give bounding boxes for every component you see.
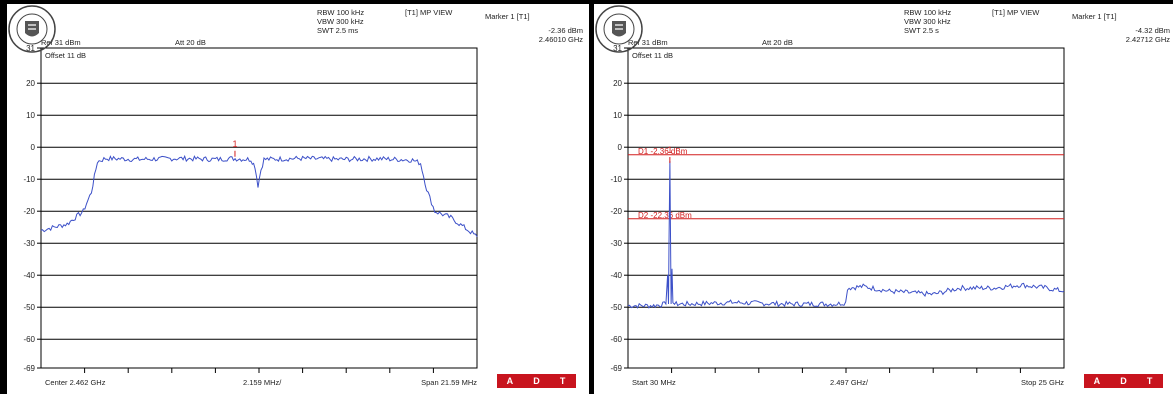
bureau-veritas-seal-icon <box>8 5 56 53</box>
y-tick-label: -10 <box>23 175 35 184</box>
y-tick-label: -40 <box>23 271 35 280</box>
sweep-time: SWT 2.5 s <box>904 26 939 35</box>
marker-label: 1 <box>667 145 672 155</box>
plot-frame <box>40 47 478 369</box>
ref-level: Ref 31 dBm <box>628 38 668 47</box>
y-tick-label: 31 <box>26 44 35 53</box>
y-tick-label: -50 <box>610 303 622 312</box>
trace-line <box>40 154 478 238</box>
y-tick-label: -10 <box>610 175 622 184</box>
y-tick-label: -20 <box>23 207 35 216</box>
spectrum-plot-right: 31 20 10 0 -10 -20 -30 -40 -50 -60 -69 D1 -2.36 dBm… <box>610 44 1065 373</box>
x-right-label: Stop 25 GHz <box>1021 378 1064 387</box>
y-tick-label: -40 <box>610 271 622 280</box>
rbw-setting: RBW 100 kHz <box>317 8 365 17</box>
marker-frequency: 2.42712 GHz <box>1125 35 1170 44</box>
adt-letter-a: A <box>1093 376 1102 386</box>
y-tick-label: -50 <box>23 303 35 312</box>
y-tick-label: -20 <box>610 207 622 216</box>
y-tick-label: 20 <box>613 79 622 88</box>
adt-logo-bar: A D T <box>1084 374 1163 388</box>
y-tick-label: -69 <box>610 364 622 373</box>
view-mode: [T1] MP VIEW <box>405 8 453 17</box>
y-tick-label: -69 <box>23 364 35 373</box>
y-tick-label: 10 <box>26 111 35 120</box>
spectrum-plot-left: 31 20 10 0 -10 -20 -30 -40 -50 -60 -69 1 <box>23 44 478 373</box>
marker-level: -2.36 dBm <box>548 26 583 35</box>
x-center-label: 2.497 GHz/ <box>830 378 868 387</box>
sweep-time: SWT 2.5 ms <box>317 26 359 35</box>
rbw-setting: RBW 100 kHz <box>904 8 952 17</box>
y-tick-label: -30 <box>23 239 35 248</box>
ref-level: Ref 31 dBm <box>41 38 81 47</box>
attenuation: Att 20 dB <box>762 38 793 47</box>
y-tick-label: -60 <box>610 335 622 344</box>
x-center-label: 2.159 MHz/ <box>243 378 282 387</box>
bureau-veritas-seal-icon <box>595 5 643 53</box>
offset-label: Offset 11 dB <box>45 51 86 60</box>
spectrum-panel-right: 31 20 10 0 -10 -20 -30 -40 -50 -60 -69 D1 -2.36 dBm… <box>594 4 1173 394</box>
y-tick-label: 0 <box>31 143 36 152</box>
attenuation: Att 20 dB <box>175 38 206 47</box>
plot-frame <box>627 47 1065 369</box>
adt-letter-d: D <box>1120 376 1128 386</box>
y-tick-label: -30 <box>610 239 622 248</box>
marker-title: Marker 1 [T1] <box>485 12 530 21</box>
y-tick-label: 20 <box>26 79 35 88</box>
y-tick-label: 10 <box>613 111 622 120</box>
vbw-setting: VBW 300 kHz <box>904 17 951 26</box>
adt-letter-d: D <box>533 376 541 386</box>
y-tick-label: 0 <box>618 143 623 152</box>
vbw-setting: VBW 300 kHz <box>317 17 364 26</box>
y-tick-label: -60 <box>23 335 35 344</box>
marker-title: Marker 1 [T1] <box>1072 12 1117 21</box>
reference-line-label: D1 -2.36 dBm <box>638 147 688 156</box>
marker-level: -4.32 dBm <box>1135 26 1170 35</box>
spectrum-panel-left: 31 20 10 0 -10 -20 -30 -40 -50 -60 -69 1 Ref 31 dBm… <box>7 4 589 394</box>
marker-frequency: 2.46010 GHz <box>538 35 583 44</box>
x-left-label: Start 30 MHz <box>632 378 676 387</box>
x-right-label: Span 21.59 MHz <box>421 378 477 387</box>
marker-label: 1 <box>232 139 237 149</box>
adt-letter-a: A <box>506 376 515 386</box>
view-mode: [T1] MP VIEW <box>992 8 1040 17</box>
adt-letter-t: T <box>1146 376 1154 386</box>
x-left-label: Center 2.462 GHz <box>45 378 106 387</box>
reference-line-label: D2 -22.36 dBm <box>638 211 692 220</box>
adt-letter-t: T <box>559 376 567 386</box>
trace-line <box>627 160 1065 309</box>
y-tick-label: 31 <box>613 44 622 53</box>
adt-logo-bar: A D T <box>497 374 576 388</box>
offset-label: Offset 11 dB <box>632 51 673 60</box>
